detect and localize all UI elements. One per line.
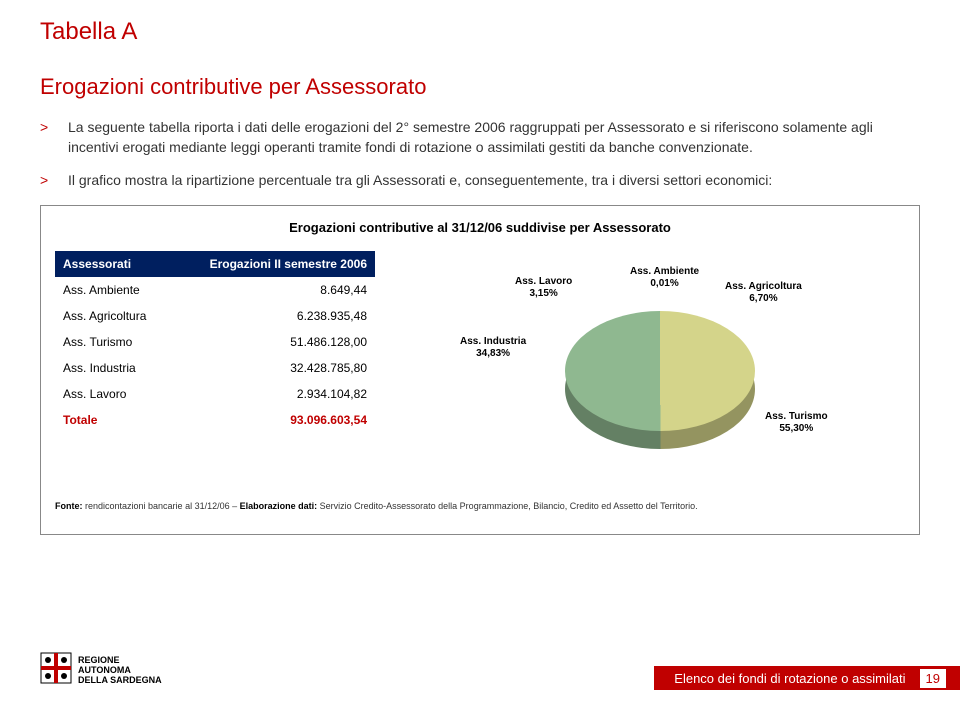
sardegna-emblem-icon [40, 652, 72, 690]
chart-container: Erogazioni contributive al 31/12/06 sudd… [40, 205, 920, 535]
table-header: Assessorati [55, 251, 172, 277]
bullet-item: > La seguente tabella riporta i dati del… [40, 118, 920, 157]
table-cell-value: 51.486.128,00 [172, 329, 375, 355]
page-subtitle: Erogazioni contributive per Assessorato [0, 46, 960, 100]
table-total-label: Totale [55, 407, 172, 433]
table-cell-label: Ass. Ambiente [55, 277, 172, 303]
table-cell-value: 6.238.935,48 [172, 303, 375, 329]
pie-slice-label: Ass. Agricoltura6,70% [725, 281, 802, 305]
bullet-item: > Il grafico mostra la ripartizione perc… [40, 171, 920, 191]
data-table: Assessorati Erogazioni II semestre 2006 … [55, 251, 375, 491]
page-footer: REGIONE AUTONOMA DELLA SARDEGNA Elenco d… [0, 646, 960, 708]
table-row: Ass. Ambiente8.649,44 [55, 277, 375, 303]
pie-slice-label: Ass. Ambiente0,01% [630, 266, 699, 290]
footer-bar: Elenco dei fondi di rotazione o assimila… [654, 666, 960, 690]
table-row: Ass. Lavoro2.934.104,82 [55, 381, 375, 407]
table-header: Erogazioni II semestre 2006 [172, 251, 375, 277]
table-cell-label: Ass. Lavoro [55, 381, 172, 407]
pie-slice-label: Ass. Lavoro3,15% [515, 276, 572, 300]
table-row: Ass. Turismo51.486.128,00 [55, 329, 375, 355]
bullet-text: La seguente tabella riporta i dati delle… [68, 118, 920, 157]
bullet-marker: > [40, 118, 50, 157]
bullet-text: Il grafico mostra la ripartizione percen… [68, 171, 772, 191]
bullet-marker: > [40, 171, 50, 191]
table-cell-value: 2.934.104,82 [172, 381, 375, 407]
pie-slice-label: Ass. Industria34,83% [460, 336, 526, 360]
page-number: 19 [920, 669, 946, 688]
source-note: Fonte: rendicontazioni bancarie al 31/12… [55, 501, 905, 511]
table-cell-label: Ass. Agricoltura [55, 303, 172, 329]
table-cell-value: 32.428.785,80 [172, 355, 375, 381]
footer-logo: REGIONE AUTONOMA DELLA SARDEGNA [40, 652, 162, 690]
table-row: Ass. Agricoltura6.238.935,48 [55, 303, 375, 329]
table-cell-label: Ass. Turismo [55, 329, 172, 355]
table-total-value: 93.096.603,54 [172, 407, 375, 433]
pie-slice-label: Ass. Turismo55,30% [765, 411, 828, 435]
table-cell-label: Ass. Industria [55, 355, 172, 381]
footer-bar-text: Elenco dei fondi di rotazione o assimila… [674, 671, 905, 686]
pie-chart: Ass. Lavoro3,15% Ass. Ambiente0,01% Ass. A… [395, 251, 905, 491]
table-row: Ass. Industria32.428.785,80 [55, 355, 375, 381]
table-cell-value: 8.649,44 [172, 277, 375, 303]
bullet-list: > La seguente tabella riporta i dati del… [0, 100, 960, 191]
pie-top [565, 311, 755, 431]
pie-wrap [565, 311, 755, 451]
footer-org-text: REGIONE AUTONOMA DELLA SARDEGNA [78, 656, 162, 686]
chart-title: Erogazioni contributive al 31/12/06 sudd… [55, 220, 905, 235]
page-title: Tabella A [0, 0, 960, 46]
